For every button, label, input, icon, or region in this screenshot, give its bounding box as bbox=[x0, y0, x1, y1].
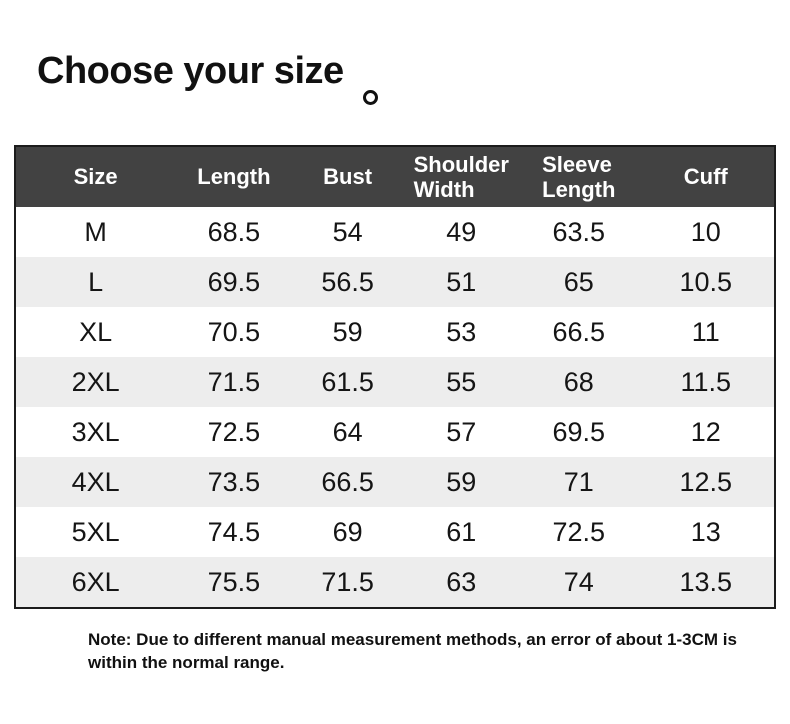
column-header-label: Sleeve Length bbox=[542, 151, 616, 202]
measurement-cell: 71.5 bbox=[321, 566, 374, 597]
measurement-cell: 69 bbox=[332, 516, 363, 547]
measurement-cell: 12.5 bbox=[679, 466, 733, 497]
measurement-cell: 68 bbox=[563, 366, 594, 397]
column-header-length: Length bbox=[175, 147, 293, 207]
size-cell: L bbox=[88, 266, 104, 297]
header-row: Size Length Bust Shoulder Width Sleeve L… bbox=[16, 147, 774, 207]
column-header-sleeve-length: Sleeve Length bbox=[520, 147, 638, 207]
measurement-cell: 13 bbox=[690, 516, 721, 547]
table-row: XL 70.5 59 53 66.5 11 bbox=[16, 307, 774, 357]
column-header-shoulder-width: Shoulder Width bbox=[402, 147, 521, 207]
measurement-cell: 59 bbox=[332, 316, 363, 347]
column-header-cuff: Cuff bbox=[637, 147, 774, 207]
measurement-cell: 74 bbox=[563, 566, 594, 597]
column-header-label: Size bbox=[73, 164, 118, 190]
measurement-cell: 70.5 bbox=[207, 316, 261, 347]
measurement-cell: 68.5 bbox=[207, 216, 261, 247]
measurement-cell: 57 bbox=[446, 416, 477, 447]
measurement-cell: 49 bbox=[446, 216, 477, 247]
measurement-cell: 59 bbox=[446, 466, 477, 497]
table-row: 6XL 75.5 71.5 63 74 13.5 bbox=[16, 557, 774, 607]
measurement-cell: 61.5 bbox=[321, 366, 374, 397]
table-row: 3XL 72.5 64 57 69.5 12 bbox=[16, 407, 774, 457]
size-table-header: Size Length Bust Shoulder Width Sleeve L… bbox=[16, 147, 774, 207]
page-title: Choose your size bbox=[37, 50, 344, 92]
measurement-cell: 13.5 bbox=[679, 566, 733, 597]
measurement-cell: 63.5 bbox=[552, 216, 606, 247]
measurement-cell: 55 bbox=[446, 366, 477, 397]
measurement-cell: 71 bbox=[563, 466, 594, 497]
measurement-cell: 69.5 bbox=[207, 266, 261, 297]
measurement-cell: 11.5 bbox=[680, 366, 732, 397]
size-table-container: Size Length Bust Shoulder Width Sleeve L… bbox=[14, 145, 776, 609]
measurement-cell: 53 bbox=[446, 316, 477, 347]
column-header-label: Bust bbox=[323, 164, 373, 190]
measurement-cell: 12 bbox=[690, 416, 721, 447]
column-header-label: Cuff bbox=[683, 164, 728, 190]
size-cell: 2XL bbox=[71, 366, 120, 397]
circle-outline-icon bbox=[363, 90, 378, 105]
measurement-cell: 75.5 bbox=[207, 566, 261, 597]
measurement-cell: 69.5 bbox=[552, 416, 606, 447]
measurement-cell: 72.5 bbox=[207, 416, 261, 447]
table-row: M 68.5 54 49 63.5 10 bbox=[16, 207, 774, 257]
column-header-label: Length bbox=[197, 164, 271, 190]
size-cell: 4XL bbox=[71, 466, 120, 497]
column-header-label: Shoulder Width bbox=[413, 151, 509, 202]
measurement-cell: 63 bbox=[446, 566, 477, 597]
measurement-cell: 64 bbox=[332, 416, 363, 447]
measurement-cell: 10 bbox=[690, 216, 721, 247]
table-row: 5XL 74.5 69 61 72.5 13 bbox=[16, 507, 774, 557]
measurement-cell: 51 bbox=[446, 266, 477, 297]
size-table-body: M 68.5 54 49 63.5 10 L 69.5 56.5 51 65 10.5 XL 70.5 59… bbox=[16, 207, 774, 607]
size-cell: 5XL bbox=[71, 516, 120, 547]
size-cell: 6XL bbox=[71, 566, 120, 597]
measurement-cell: 74.5 bbox=[207, 516, 261, 547]
column-header-bust: Bust bbox=[292, 147, 403, 207]
table-row: L 69.5 56.5 51 65 10.5 bbox=[16, 257, 774, 307]
measurement-cell: 66.5 bbox=[321, 466, 374, 497]
size-cell: 3XL bbox=[71, 416, 120, 447]
measurement-cell: 65 bbox=[563, 266, 594, 297]
table-row: 2XL 71.5 61.5 55 68 11.5 bbox=[16, 357, 774, 407]
measurement-cell: 73.5 bbox=[207, 466, 261, 497]
measurement-cell: 61 bbox=[446, 516, 477, 547]
measurement-cell: 66.5 bbox=[552, 316, 606, 347]
table-row: 4XL 73.5 66.5 59 71 12.5 bbox=[16, 457, 774, 507]
measurement-cell: 72.5 bbox=[552, 516, 606, 547]
measurement-cell: 56.5 bbox=[321, 266, 374, 297]
measurement-cell: 11 bbox=[691, 316, 720, 347]
size-cell: XL bbox=[79, 316, 113, 347]
size-cell: M bbox=[84, 216, 107, 247]
measurement-cell: 71.5 bbox=[207, 366, 261, 397]
column-header-size: Size bbox=[16, 147, 176, 207]
measurement-cell: 10.5 bbox=[679, 266, 733, 297]
measurement-cell: 54 bbox=[332, 216, 363, 247]
size-table: Size Length Bust Shoulder Width Sleeve L… bbox=[16, 147, 774, 607]
measurement-note: Note: Due to different manual measuremen… bbox=[88, 630, 737, 672]
